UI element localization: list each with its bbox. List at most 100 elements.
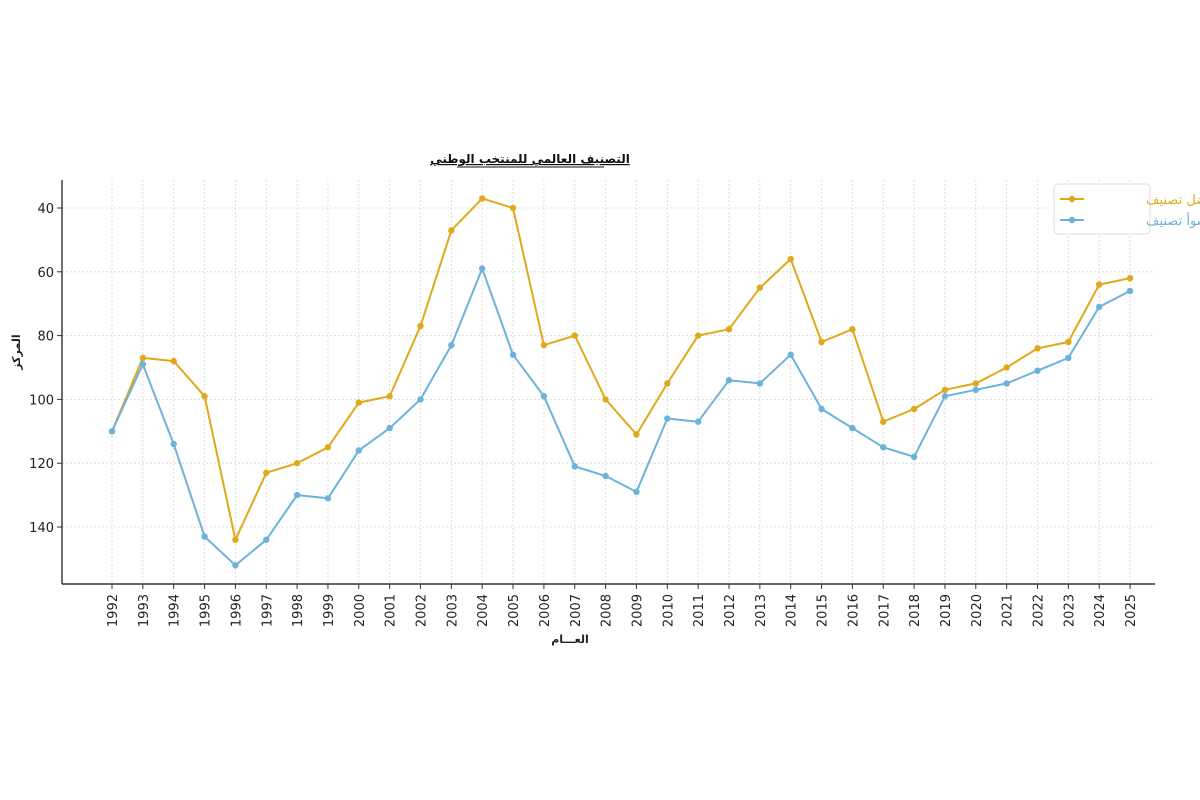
- data-point-best: [417, 322, 424, 330]
- data-point-worst: [293, 491, 301, 499]
- data-point-worst: [633, 488, 640, 496]
- legend-label: أسوأ تصنيف: [1146, 212, 1200, 229]
- data-point-best: [386, 393, 393, 400]
- x-tick-label: 2022: [1032, 594, 1047, 627]
- data-point-best: [1003, 364, 1010, 371]
- x-tick-label: 1997: [260, 594, 275, 627]
- data-point-best: [725, 326, 733, 333]
- data-point-worst: [355, 447, 362, 454]
- data-point-worst: [602, 472, 609, 480]
- x-tick-label: 2019: [939, 594, 954, 627]
- data-point-best: [941, 386, 949, 394]
- x-tick-label: 2011: [692, 594, 707, 627]
- series-line-worst: [111, 267, 1131, 567]
- data-point-best: [571, 332, 578, 339]
- data-point-worst: [664, 415, 671, 422]
- data-point-best: [263, 469, 270, 476]
- data-point-worst: [324, 495, 332, 502]
- x-tick-label: 2007: [569, 594, 584, 627]
- data-point-worst: [170, 440, 177, 448]
- x-tick-label: 2001: [384, 594, 399, 627]
- legend-marker: [1068, 216, 1076, 224]
- data-point-best: [232, 536, 239, 543]
- x-tick-label: 2013: [754, 594, 769, 627]
- data-point-best: [787, 255, 794, 263]
- data-point-best: [1065, 338, 1072, 346]
- x-tick-label: 2016: [846, 594, 861, 627]
- data-point-worst: [386, 424, 393, 432]
- y-tick-label: 120: [29, 457, 54, 472]
- x-tick-label: 2023: [1062, 594, 1077, 627]
- data-point-best: [355, 399, 362, 406]
- data-point-best: [972, 380, 979, 387]
- data-point-best: [1126, 274, 1134, 282]
- data-point-worst: [417, 396, 424, 403]
- x-tick-label: 2004: [476, 594, 491, 627]
- x-tick-label: 2018: [908, 594, 923, 627]
- data-point-worst: [263, 536, 270, 543]
- chart-title: التصنيف العالمي للمنتخب الوطني: [430, 152, 630, 167]
- data-point-best: [1034, 345, 1041, 352]
- x-tick-label: 2006: [538, 594, 553, 627]
- data-point-best: [540, 341, 548, 349]
- data-point-best: [602, 396, 609, 403]
- data-point-best: [170, 357, 177, 365]
- data-point-worst: [694, 418, 702, 425]
- x-tick-label: 1999: [322, 594, 337, 627]
- legend-label: أفضل تصنيف: [1146, 191, 1200, 208]
- data-point-best: [139, 354, 147, 362]
- y-tick-label: 60: [37, 266, 54, 281]
- x-tick-label: 2000: [353, 594, 368, 627]
- y-axis-title: المركز: [10, 334, 23, 370]
- x-tick-label: 2017: [877, 594, 892, 627]
- x-tick-label: 2024: [1093, 594, 1108, 627]
- x-tick-label: 1996: [229, 594, 244, 627]
- y-tick-label: 80: [37, 330, 54, 345]
- data-point-worst: [201, 533, 208, 540]
- x-tick-label: 2010: [661, 594, 676, 627]
- data-point-worst: [509, 351, 517, 358]
- x-tick-label: 2014: [785, 594, 800, 627]
- data-point-worst: [1034, 367, 1041, 374]
- data-point-worst: [1003, 380, 1010, 387]
- data-point-best: [880, 418, 887, 425]
- data-point-worst: [972, 386, 979, 394]
- data-point-worst: [725, 377, 733, 384]
- data-point-worst: [941, 393, 949, 400]
- x-tick-label: 1992: [106, 594, 121, 627]
- data-point-best: [324, 444, 332, 451]
- data-point-best: [849, 326, 856, 333]
- data-point-worst: [540, 393, 548, 400]
- data-point-best: [910, 405, 918, 413]
- data-point-best: [664, 380, 671, 387]
- data-point-worst: [479, 265, 486, 272]
- x-axis-title: العـــام: [551, 633, 589, 646]
- data-point-best: [818, 338, 825, 346]
- data-point-worst: [910, 453, 918, 461]
- data-point-best: [479, 195, 486, 202]
- y-tick-label: 40: [37, 202, 54, 217]
- data-point-worst: [571, 463, 578, 470]
- x-tick-label: 2005: [507, 594, 522, 627]
- data-point-best: [448, 227, 455, 234]
- x-tick-label: 2002: [415, 594, 430, 627]
- data-point-worst: [880, 444, 887, 451]
- data-point-worst: [1065, 354, 1072, 362]
- data-point-best: [694, 332, 702, 339]
- x-tick-label: 1998: [291, 594, 306, 627]
- x-tick-label: 2015: [816, 594, 831, 627]
- data-point-worst: [1126, 287, 1134, 295]
- x-tick-label: 2020: [970, 594, 985, 627]
- x-tick-label: 2009: [630, 594, 645, 627]
- x-tick-label: 2025: [1124, 594, 1139, 627]
- data-point-worst: [849, 424, 856, 432]
- x-tick-label: 2021: [1001, 594, 1016, 627]
- x-tick-label: 1993: [137, 594, 152, 627]
- legend-marker: [1068, 195, 1076, 203]
- data-point-best: [1096, 281, 1103, 288]
- data-point-worst: [1096, 303, 1103, 311]
- data-point-worst: [139, 361, 147, 368]
- data-point-best: [633, 431, 640, 438]
- data-point-worst: [108, 428, 116, 435]
